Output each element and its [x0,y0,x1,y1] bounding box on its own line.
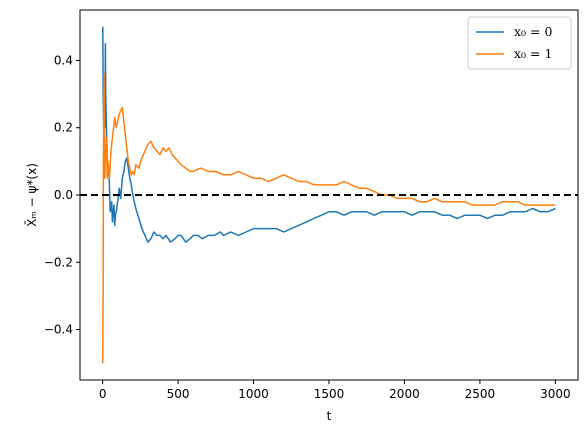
legend-label-0: x₀ = 0 [514,24,552,39]
x-tick-label: 2000 [389,387,420,401]
legend-box [467,16,572,70]
y-axis-ticks: −0.4 −0.2 0.0 0.2 0.4 [44,53,80,337]
x-tick-label: 0 [99,387,107,401]
x-tick-label: 1000 [238,387,269,401]
series-line-0 [102,26,556,243]
y-tick-label: 0.0 [54,188,73,202]
x-axis-label: t [327,409,332,423]
y-tick-label: 0.2 [54,121,73,135]
legend-label-1: x₀ = 1 [514,46,552,61]
legend: x₀ = 0 x₀ = 1 [467,16,572,70]
y-tick-label: −0.4 [44,323,73,337]
x-tick-label: 2500 [465,387,496,401]
x-tick-label: 500 [167,387,190,401]
x-tick-label: 3000 [540,387,571,401]
series-line-1 [102,73,556,364]
y-tick-label: −0.2 [44,255,73,269]
y-tick-label: 0.4 [54,53,73,67]
x-tick-label: 1500 [314,387,345,401]
plot-area [80,26,578,364]
y-axis-label: X̄ₘ − ψ*(x) [25,163,39,227]
x-axis-ticks: 0 500 1000 1500 2000 2500 3000 [99,380,571,401]
